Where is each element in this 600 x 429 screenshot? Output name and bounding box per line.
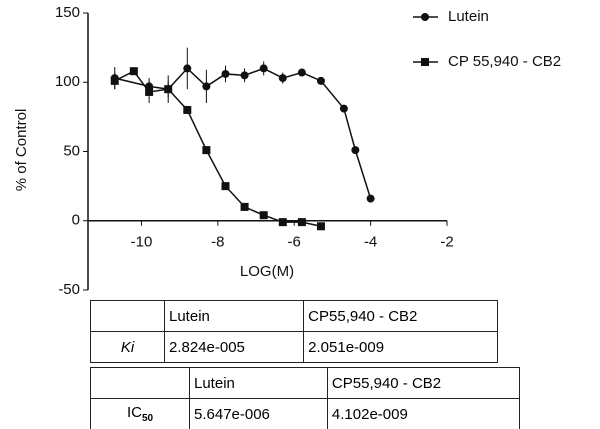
row-label: IC	[126, 404, 142, 421]
marker	[259, 211, 268, 220]
marker	[278, 218, 287, 227]
x-tick-label: -8	[211, 234, 224, 251]
marker	[202, 82, 211, 91]
header-cell: Lutein	[189, 367, 328, 399]
marker	[110, 76, 119, 85]
y-tick-label: 0	[72, 212, 80, 229]
marker	[221, 69, 230, 78]
y-axis-label: % of Control	[13, 109, 30, 192]
x-tick-label: -10	[131, 234, 153, 251]
x-tick-label: -6	[288, 234, 301, 251]
legend-label: Lutein	[448, 8, 489, 25]
legend-marker	[421, 13, 429, 21]
cell: 5.647e-006	[189, 398, 328, 429]
cell: 2.824e-005	[163, 331, 305, 363]
marker	[240, 71, 249, 80]
y-tick-label: -50	[58, 281, 80, 298]
marker	[351, 146, 360, 155]
x-tick-label: -4	[364, 234, 377, 251]
header-cell: Lutein	[163, 300, 305, 332]
cell: 2.051e-009	[303, 331, 498, 363]
x-tick-label: -2	[440, 234, 453, 251]
ic50-table: Lutein CP55,940 - CB2 IC50 5.647e-006 4.102…	[90, 367, 521, 429]
marker	[278, 74, 287, 83]
marker	[316, 222, 325, 231]
marker	[259, 64, 268, 73]
y-tick-label: 50	[63, 142, 80, 159]
chart: % of Control LOG(M) -50 0 50 100 150 -10 -8 -6 -…	[13, 4, 561, 298]
marker	[183, 105, 192, 114]
header-cell: CP55,940 - CB2	[326, 367, 521, 399]
header-cell: CP55,940 - CB2	[303, 300, 498, 332]
marker	[221, 182, 230, 191]
marker	[366, 194, 375, 203]
legend-marker	[421, 58, 429, 66]
ki-table: Lutein CP55,940 - CB2 Ki 2.824e-005 2.051e-…	[90, 300, 498, 363]
y-tick-label: 100	[55, 73, 80, 90]
marker	[339, 104, 348, 113]
marker	[202, 146, 211, 155]
y-tick-label: 150	[55, 4, 80, 21]
row-label-sub: 50	[141, 413, 154, 424]
series-line	[114, 67, 372, 199]
marker	[183, 64, 192, 73]
marker	[145, 87, 154, 96]
marker	[316, 76, 325, 85]
cell: 4.102e-009	[326, 398, 521, 429]
marker	[129, 67, 138, 76]
row-label: Ki	[90, 331, 165, 363]
marker	[297, 68, 306, 77]
legend-label: CP 55,940 - CB2	[448, 53, 561, 70]
x-axis-label: LOG(M)	[240, 263, 294, 280]
marker	[297, 218, 306, 227]
marker	[164, 85, 173, 94]
marker	[240, 202, 249, 211]
